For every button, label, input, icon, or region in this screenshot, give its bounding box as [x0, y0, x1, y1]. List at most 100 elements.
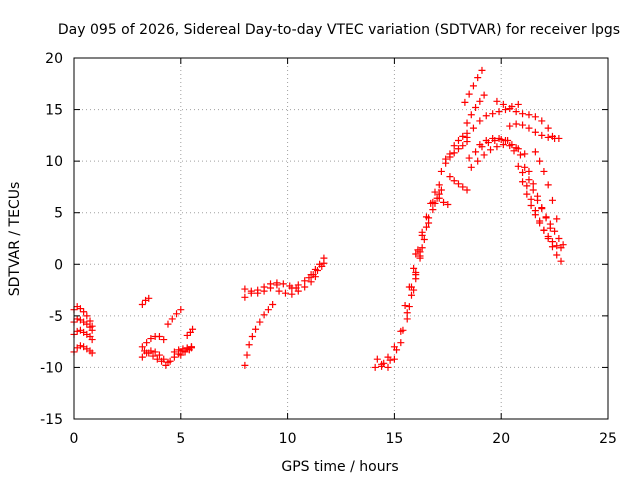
data-point: [288, 284, 296, 292]
data-point: [155, 351, 163, 359]
x-tick-label: 25: [599, 431, 617, 447]
data-point: [164, 320, 172, 328]
data-point: [241, 293, 249, 301]
data-point: [155, 332, 163, 340]
data-point: [181, 348, 189, 356]
data-point: [390, 355, 398, 363]
data-points: [70, 66, 567, 371]
data-point: [467, 111, 475, 119]
y-tick-label: -5: [49, 309, 63, 325]
data-point: [493, 97, 501, 105]
data-point: [514, 162, 522, 170]
data-point: [521, 150, 529, 158]
data-point: [86, 317, 94, 325]
data-point: [431, 188, 439, 196]
data-point: [493, 143, 501, 151]
data-point: [523, 182, 531, 190]
y-axis-label: SDTVAR / TECUs: [7, 182, 23, 297]
data-point: [472, 148, 480, 156]
data-point: [88, 349, 96, 357]
data-point: [519, 121, 527, 129]
data-point: [531, 207, 539, 215]
data-point: [88, 326, 96, 334]
x-tick-label: 10: [279, 431, 297, 447]
data-point: [529, 180, 537, 188]
data-point: [538, 117, 546, 125]
data-point: [476, 97, 484, 105]
data-point: [248, 332, 256, 340]
x-tick-label: 0: [70, 431, 79, 447]
data-point: [519, 110, 527, 118]
data-point: [525, 167, 533, 175]
data-point: [145, 294, 153, 302]
data-point: [531, 128, 539, 136]
data-point: [143, 339, 151, 347]
data-point: [397, 339, 405, 347]
data-point: [463, 186, 471, 194]
data-point: [275, 287, 283, 295]
data-point: [454, 180, 462, 188]
ticks: [73, 57, 609, 420]
data-point: [260, 311, 268, 319]
data-point: [76, 342, 84, 350]
data-point: [386, 356, 394, 364]
data-point: [301, 283, 309, 291]
data-point: [529, 186, 537, 194]
y-tick-label: 20: [45, 51, 63, 67]
data-point: [435, 194, 443, 202]
data-point: [559, 241, 567, 249]
data-point: [465, 154, 473, 162]
data-point: [440, 198, 448, 206]
data-point: [461, 98, 469, 106]
data-point: [465, 90, 473, 98]
data-point: [557, 257, 565, 265]
data-point: [405, 303, 413, 311]
data-point: [553, 215, 561, 223]
data-point: [548, 243, 556, 251]
data-point: [373, 355, 381, 363]
data-point: [446, 173, 454, 181]
chart-title: Day 095 of 2026, Sidereal Day-to-day VTE…: [58, 22, 620, 38]
data-point: [273, 281, 281, 289]
data-point: [459, 142, 467, 150]
data-point: [495, 134, 503, 142]
data-point: [173, 310, 181, 318]
data-point: [525, 111, 533, 119]
data-point: [472, 104, 480, 112]
data-point: [403, 315, 411, 323]
data-point: [264, 306, 272, 314]
data-point: [512, 120, 520, 128]
data-point: [403, 309, 411, 317]
data-point: [544, 181, 552, 189]
data-point: [168, 315, 176, 323]
data-point: [76, 305, 84, 313]
data-point: [175, 346, 183, 354]
data-point: [459, 132, 467, 140]
x-tick-label: 5: [176, 431, 185, 447]
data-point: [410, 264, 418, 272]
data-point: [241, 361, 249, 369]
data-point: [399, 326, 407, 334]
data-point: [514, 145, 522, 153]
grid: [74, 58, 608, 419]
data-point: [499, 141, 507, 149]
data-point: [469, 124, 477, 132]
data-point: [371, 363, 379, 371]
data-point: [501, 106, 509, 114]
data-point: [294, 281, 302, 289]
data-point: [478, 66, 486, 74]
data-point: [243, 351, 251, 359]
data-point: [151, 348, 159, 356]
plot-frame: [73, 57, 609, 420]
data-point: [469, 82, 477, 90]
data-point: [256, 318, 264, 326]
data-point: [512, 108, 520, 116]
y-tick-label: 15: [45, 103, 63, 119]
data-point: [153, 355, 161, 363]
data-point: [407, 283, 415, 291]
data-point: [414, 246, 422, 254]
data-point: [260, 287, 268, 295]
data-point: [538, 204, 546, 212]
data-point: [480, 91, 488, 99]
data-point: [546, 224, 554, 232]
